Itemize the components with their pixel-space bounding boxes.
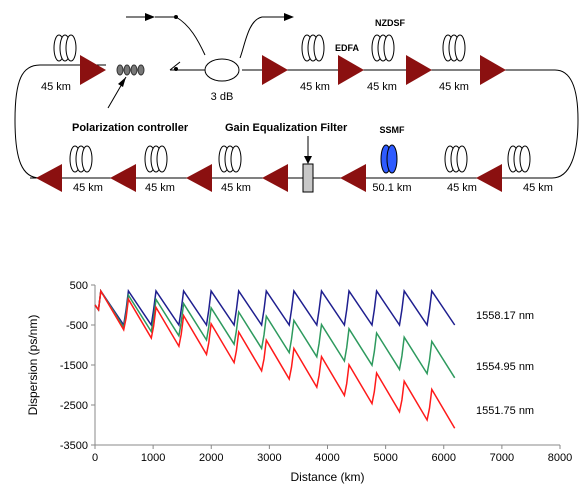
y-ticks: 500 -500 -1500 -2500 -3500 <box>60 280 95 452</box>
series-labels: 1558.17 nm 1554.95 nm 1551.75 nm <box>476 310 534 417</box>
fiber-loop <box>14 64 579 179</box>
output-line <box>239 16 285 59</box>
x-ticks: 0 1000 2000 3000 4000 5000 6000 7000 8000 <box>92 445 572 464</box>
spool-top-2 <box>301 34 325 62</box>
span-label: 45 km <box>439 81 469 93</box>
series-label: 1554.95 nm <box>476 361 534 373</box>
y-tick-label: -2500 <box>60 400 88 412</box>
spool-bottom-2 <box>144 145 168 173</box>
series-line <box>94 288 456 429</box>
filter-pointer-icon <box>304 156 312 164</box>
x-tick-label: 6000 <box>432 452 456 464</box>
dispersion-chart: 0 1000 2000 3000 4000 5000 6000 7000 8000 500 -50… <box>26 280 572 484</box>
amplifier-icon <box>80 55 106 85</box>
x-tick-label: 0 <box>92 452 98 464</box>
span-label: 45 km <box>367 81 397 93</box>
x-tick-label: 7000 <box>490 452 514 464</box>
series-label: 1551.75 nm <box>476 405 534 417</box>
spool-bottom-4 <box>444 145 468 173</box>
x-tick-label: 3000 <box>257 452 281 464</box>
amplifier-icon <box>340 164 366 192</box>
x-tick-label: 1000 <box>141 452 165 464</box>
spool-bottom-1 <box>69 145 93 173</box>
polarization-controller-label: Polarization controller <box>72 122 189 134</box>
amplifier-icon <box>480 55 506 85</box>
spool-top-1 <box>53 34 77 62</box>
series-line <box>94 288 456 379</box>
polarization-controller <box>116 64 145 76</box>
amplifier-icon <box>338 55 364 85</box>
series-line <box>94 288 456 328</box>
x-tick-label: 8000 <box>548 452 572 464</box>
x-tick-label: 4000 <box>315 452 339 464</box>
amplifier-icon <box>186 164 212 192</box>
span-label: 50.1 km <box>372 182 411 194</box>
span-label: 45 km <box>73 182 103 194</box>
x-tick-label: 2000 <box>199 452 223 464</box>
spool-bottom-3 <box>218 145 242 173</box>
y-axis-title: Dispersion (ps/nm) <box>26 315 40 416</box>
coupler-label: 3 dB <box>211 91 234 103</box>
span-label: 45 km <box>145 182 175 194</box>
y-tick-label: -3500 <box>60 440 88 452</box>
amplifier-icon <box>110 164 136 192</box>
span-label: 45 km <box>221 182 251 194</box>
y-tick-label: 500 <box>70 280 88 292</box>
amplifier-icon <box>36 164 62 192</box>
spool-top-4 <box>442 34 466 62</box>
amplifier-icon <box>476 164 502 192</box>
y-tick-label: -1500 <box>60 360 88 372</box>
coupler-3db <box>204 58 240 82</box>
switch-contact <box>174 67 178 71</box>
span-label: 45 km <box>41 81 71 93</box>
amplifier-icon <box>262 164 288 192</box>
span-label: 45 km <box>447 182 477 194</box>
series-layer <box>94 288 456 429</box>
y-tick-label: -500 <box>66 320 88 332</box>
output-arrow-icon <box>284 13 294 21</box>
amplifier-icon <box>406 55 432 85</box>
input-arrow-icon <box>145 13 155 21</box>
ssmf-label: SSMF <box>379 125 405 135</box>
x-tick-label: 5000 <box>373 452 397 464</box>
spool-top-3 <box>371 34 395 62</box>
nzdsf-label: NZDSF <box>375 18 405 28</box>
gain-equalization-filter <box>302 163 314 193</box>
spool-right <box>507 145 531 173</box>
spool-ssmf <box>380 144 398 174</box>
amplifier-icon <box>262 55 288 85</box>
span-label: 45 km <box>523 182 553 194</box>
x-axis-title: Distance (km) <box>290 470 364 484</box>
edfa-label: EDFA <box>335 43 360 53</box>
span-label: 45 km <box>300 81 330 93</box>
series-label: 1558.17 nm <box>476 310 534 322</box>
gain-filter-label: Gain Equalization Filter <box>225 122 348 134</box>
fiber-loop-diagram: 3 dB Polarization controller <box>14 13 579 194</box>
